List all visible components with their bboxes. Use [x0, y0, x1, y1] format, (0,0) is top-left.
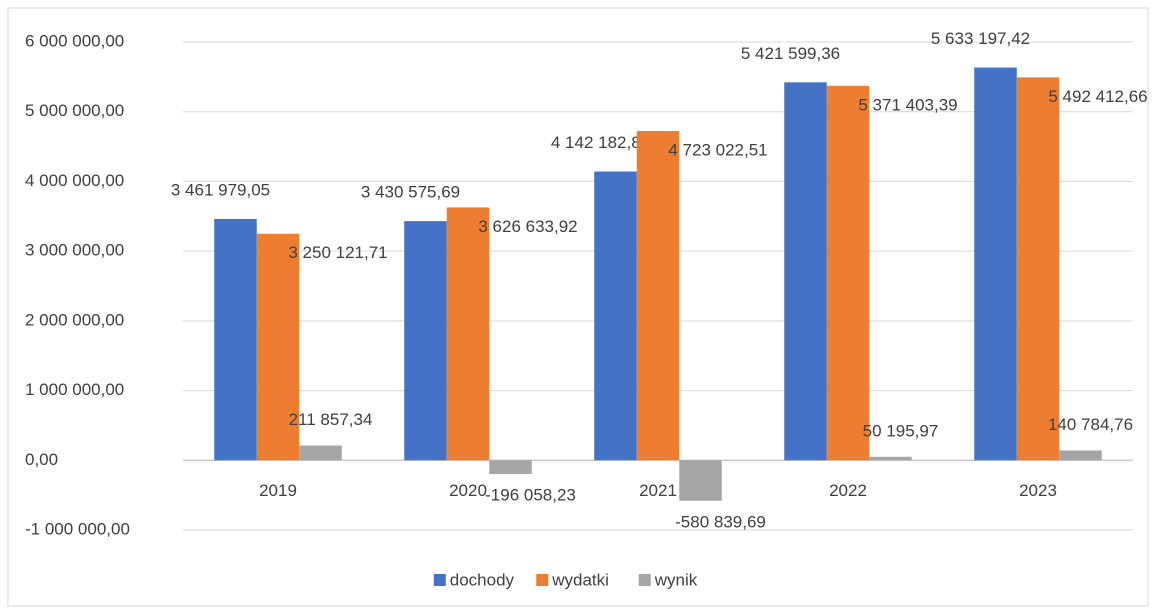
y-tick-label: 5 000 000,00	[25, 101, 124, 120]
data-label: 5 633 197,42	[931, 29, 1030, 48]
y-tick-label: 3 000 000,00	[25, 241, 124, 260]
y-tick-label: 0,00	[25, 450, 58, 469]
legend-swatch	[433, 574, 446, 586]
bar	[1016, 77, 1060, 461]
bar	[299, 445, 342, 461]
bar	[826, 85, 870, 461]
data-label: 211 857,34	[289, 410, 373, 429]
data-label: 4 723 022,51	[668, 141, 767, 160]
data-label: 50 195,97	[863, 421, 939, 440]
data-label: 3 626 633,92	[478, 217, 577, 236]
legend-label: wynik	[654, 570, 698, 589]
y-tick-label: 1 000 000,00	[25, 380, 124, 399]
bar	[636, 131, 680, 461]
x-tick-label: 2021	[639, 481, 677, 500]
bar	[256, 233, 300, 461]
data-label: -580 839,69	[675, 512, 766, 531]
data-label: 4 142 182,82	[551, 133, 650, 152]
x-tick-label: 2022	[829, 481, 867, 500]
chart-border	[7, 7, 1149, 607]
bar	[679, 460, 722, 501]
bar	[446, 207, 490, 461]
bar	[594, 171, 637, 461]
data-label: 140 784,76	[1048, 415, 1133, 434]
legend-label: dochody	[450, 570, 515, 589]
y-tick-label: 6 000 000,00	[25, 31, 124, 50]
y-tick-label: 2 000 000,00	[25, 310, 124, 329]
bar	[869, 456, 912, 461]
legend-label: wydatki	[551, 570, 609, 589]
data-label: 3 250 121,71	[288, 243, 387, 262]
data-label: 3 430 575,69	[361, 183, 460, 202]
legend-swatch	[638, 574, 651, 586]
legend-swatch	[536, 574, 549, 586]
bar	[1059, 450, 1102, 461]
data-label: -196 058,23	[485, 485, 576, 504]
y-tick-label: 4 000 000,00	[25, 171, 124, 190]
bar	[489, 460, 532, 474]
bar	[214, 218, 257, 461]
x-tick-label: 2019	[259, 481, 297, 500]
data-label: 5 421 599,36	[741, 44, 840, 63]
data-label: 5 492 412,66	[1048, 87, 1147, 106]
bar	[784, 82, 827, 461]
x-tick-label: 2020	[449, 481, 487, 500]
x-tick-label: 2023	[1019, 481, 1057, 500]
bar	[974, 67, 1017, 461]
data-label: 3 461 979,05	[171, 180, 270, 199]
data-label: 5 371 403,39	[858, 95, 957, 114]
bar	[404, 221, 447, 461]
y-tick-label: -1 000 000,00	[25, 519, 130, 538]
